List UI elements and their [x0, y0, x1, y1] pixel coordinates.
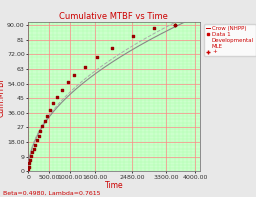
Title: Cumulative MTBF vs Time: Cumulative MTBF vs Time: [59, 12, 168, 21]
Point: [55, 95, 59, 98]
Point: [110, 46, 114, 49]
Point: [38, 129, 42, 132]
Point: [29, 154, 33, 158]
Point: [27, 162, 31, 165]
Point: [35, 139, 39, 142]
Y-axis label: Cum.MTBF: Cum.MTBF: [0, 76, 6, 117]
Point: [27, 165, 31, 168]
Point: [30, 150, 34, 153]
Point: [37, 134, 41, 137]
Point: [33, 144, 37, 147]
Point: [45, 114, 49, 118]
Point: [72, 74, 76, 77]
Point: [152, 27, 156, 30]
Text: Beta=0.4980, Lambda=0.7615: Beta=0.4980, Lambda=0.7615: [3, 191, 100, 196]
Point: [173, 23, 177, 27]
X-axis label: Time: Time: [105, 181, 123, 190]
Point: [83, 66, 87, 69]
Point: [66, 80, 70, 84]
Point: [131, 35, 135, 38]
Point: [48, 108, 52, 111]
Legend: Crow (NHPP), Data 1, Developmental, MLE, +: Crow (NHPP), Data 1, Developmental, MLE,…: [204, 24, 256, 56]
Point: [31, 147, 36, 150]
Point: [51, 101, 55, 105]
Point: [60, 88, 64, 92]
Point: [95, 56, 99, 59]
Point: [43, 119, 47, 123]
Point: [28, 158, 32, 162]
Point: [173, 23, 177, 27]
Point: [26, 167, 30, 171]
Point: [40, 124, 45, 127]
